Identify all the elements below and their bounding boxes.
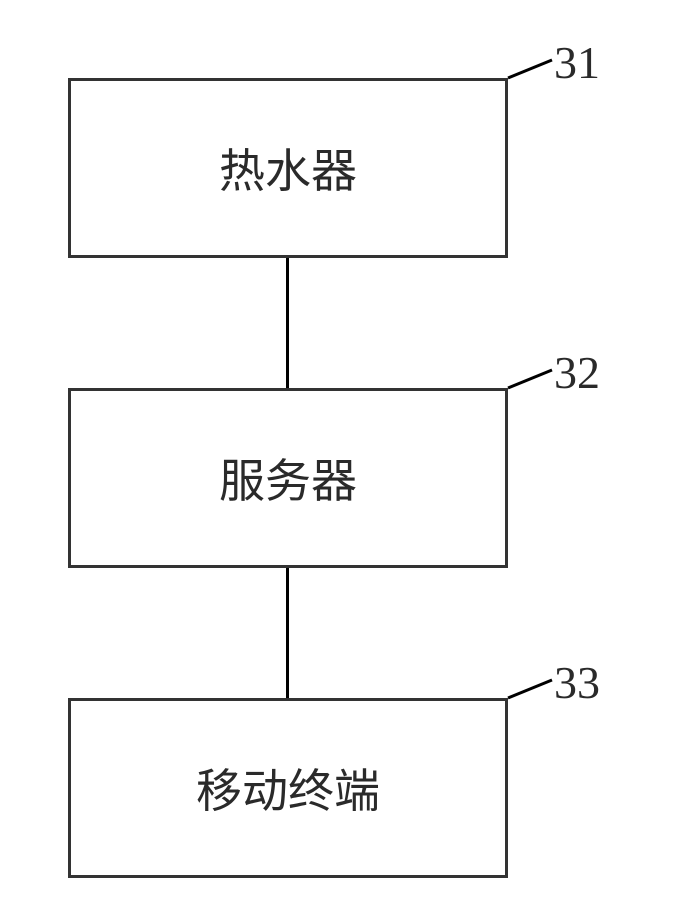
node-label: 热水器	[219, 135, 357, 201]
diagram-canvas: 热水器 31 服务器 32 移动终端 33	[0, 0, 696, 915]
node-water-heater: 热水器	[68, 78, 508, 258]
node-number: 32	[554, 346, 600, 399]
node-mobile-terminal: 移动终端	[68, 698, 508, 878]
edge	[286, 568, 289, 698]
node-label: 移动终端	[196, 755, 380, 821]
edge	[286, 258, 289, 388]
node-number: 33	[554, 656, 600, 709]
node-number: 31	[554, 36, 600, 89]
node-label: 服务器	[219, 445, 357, 511]
node-server: 服务器	[68, 388, 508, 568]
